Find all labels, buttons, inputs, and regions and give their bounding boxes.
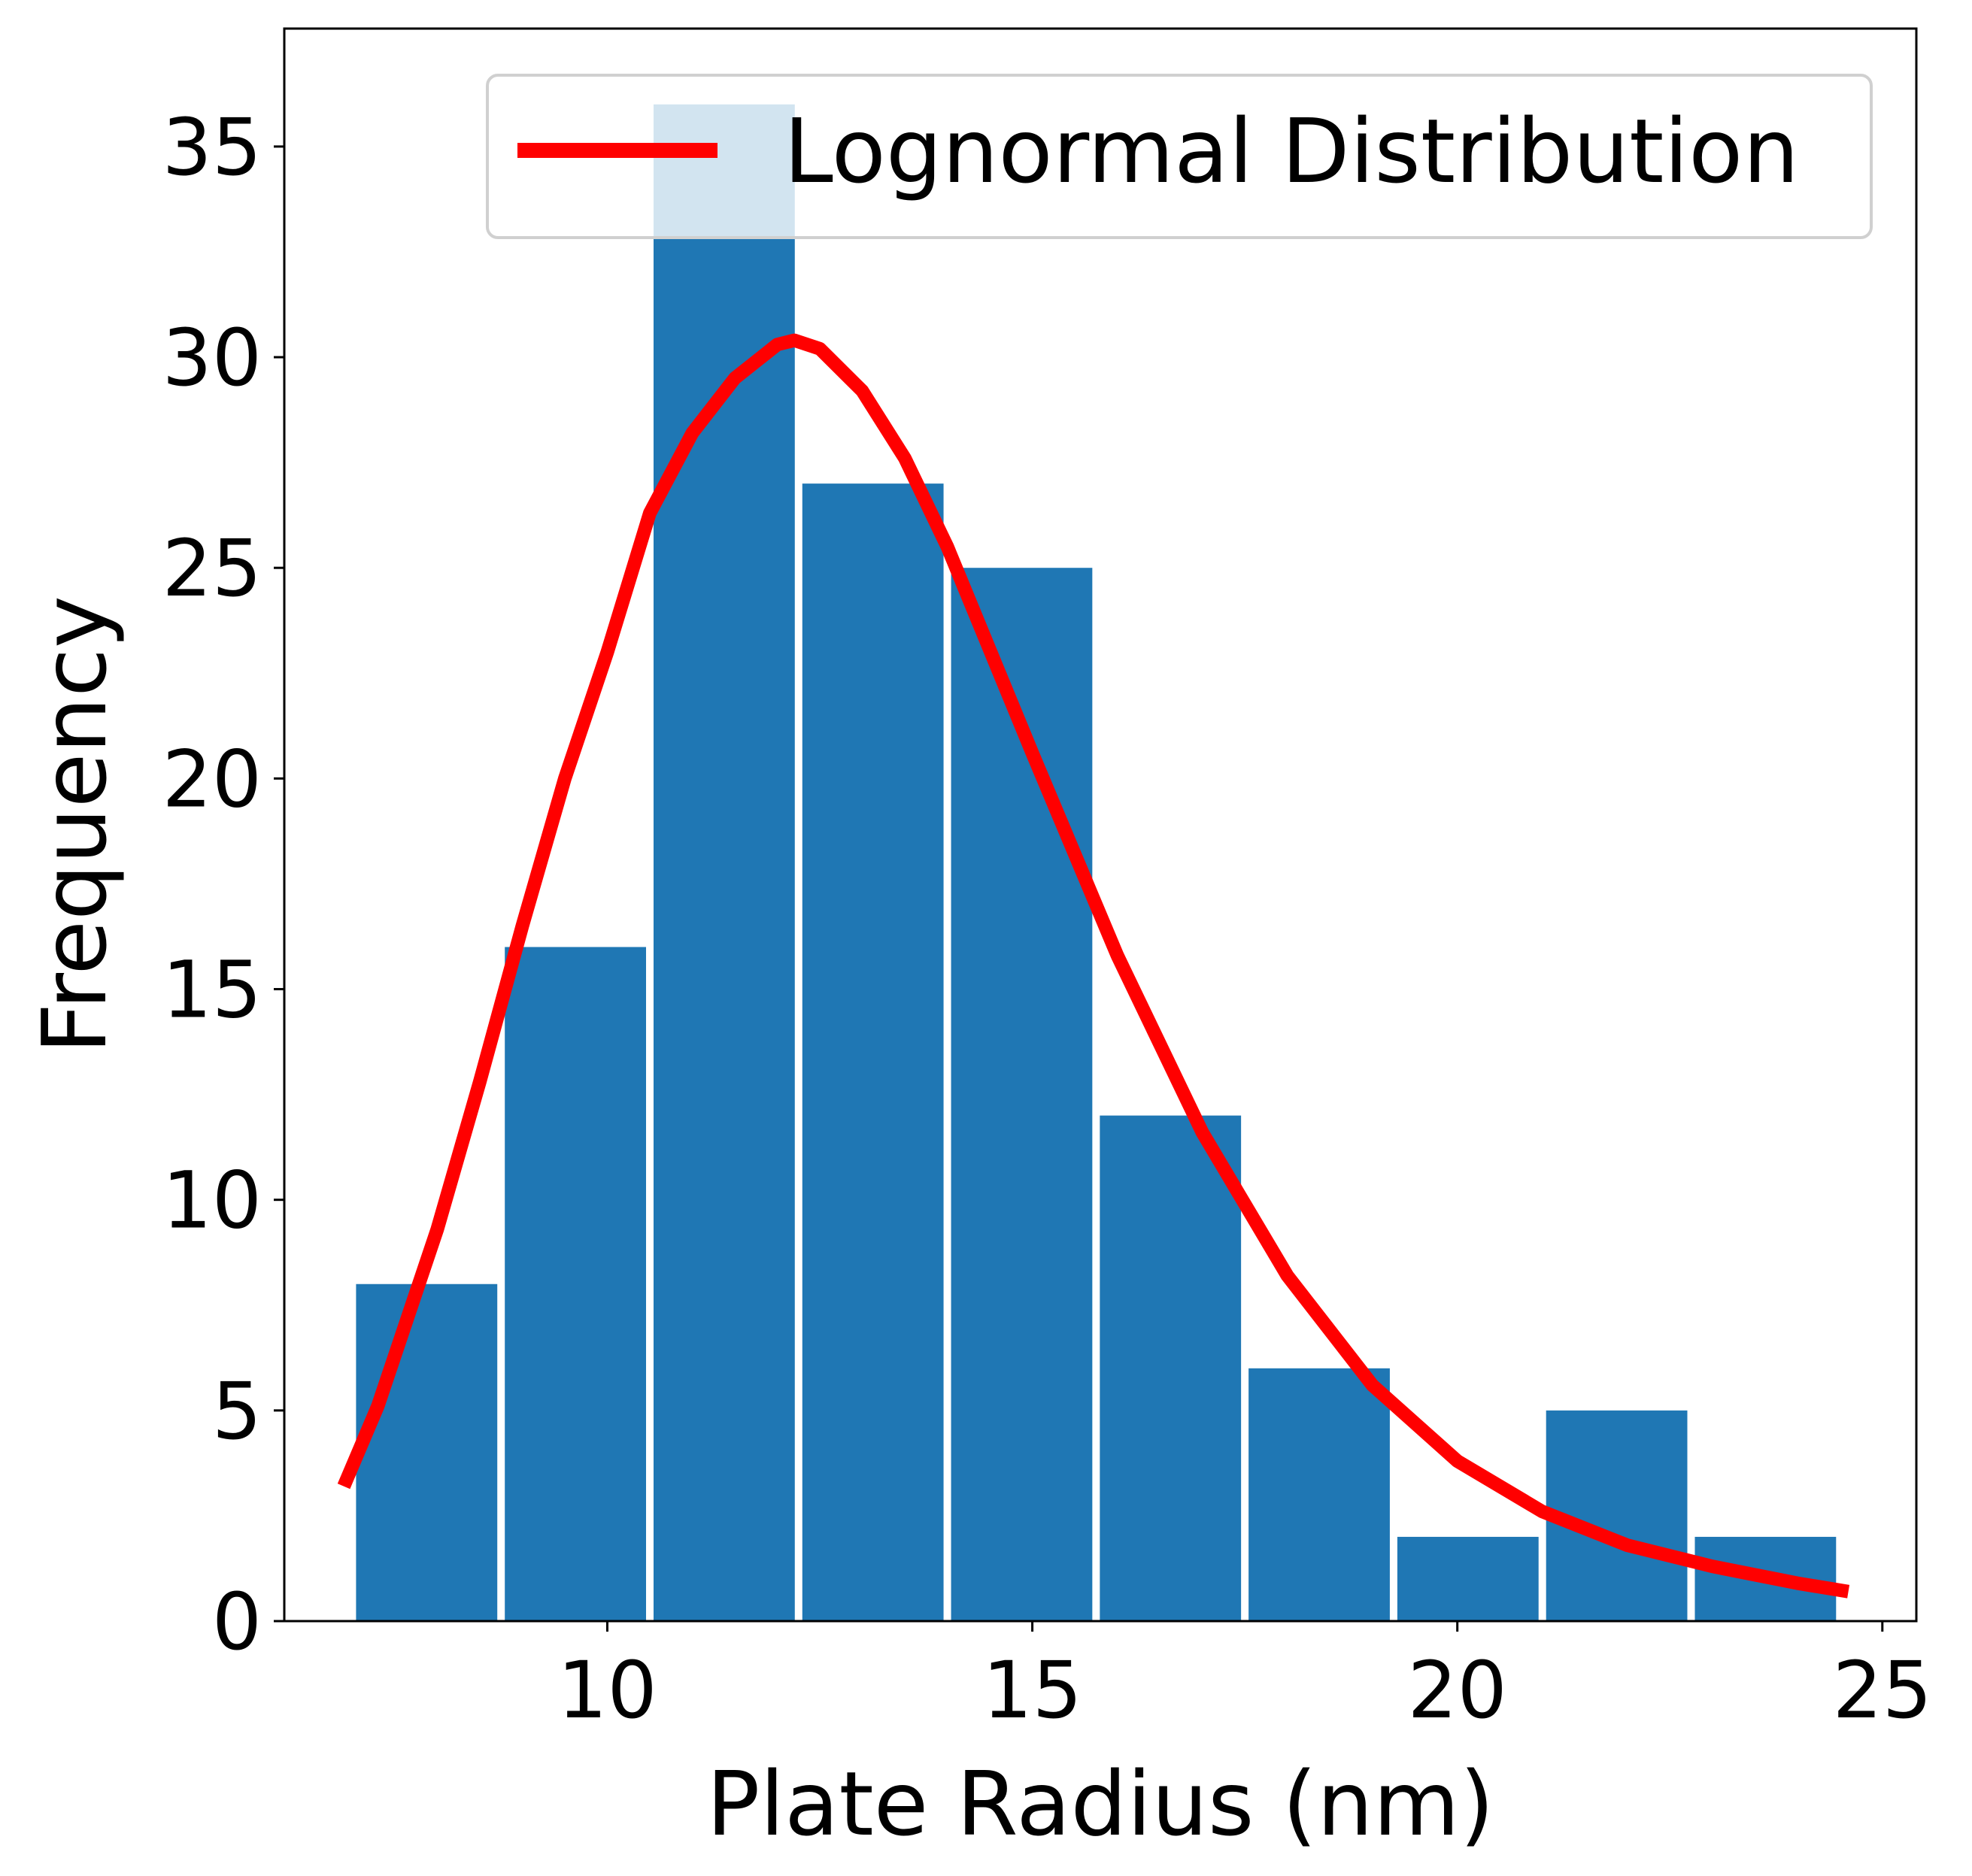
y-tick-label: 0 bbox=[212, 1576, 262, 1668]
y-tick-label: 10 bbox=[162, 1155, 262, 1247]
y-axis-label: Frequency bbox=[23, 596, 126, 1054]
bars-group bbox=[356, 104, 1837, 1622]
histogram-bar bbox=[1100, 1115, 1242, 1621]
y-tick-label: 5 bbox=[212, 1365, 262, 1457]
x-axis-label: Plate Radius (nm) bbox=[706, 1752, 1494, 1856]
legend: Lognormal Distribution bbox=[486, 74, 1873, 239]
x-tick-label: 25 bbox=[1833, 1644, 1932, 1736]
lognormal-curve bbox=[337, 333, 1850, 1599]
y-tick-label: 30 bbox=[162, 312, 262, 404]
histogram-bar bbox=[356, 1283, 498, 1621]
x-tick-label: 10 bbox=[557, 1644, 657, 1736]
x-tick-label: 15 bbox=[982, 1644, 1082, 1736]
histogram-bar bbox=[1397, 1536, 1539, 1621]
y-tick-label: 25 bbox=[162, 523, 262, 614]
y-tick-label: 35 bbox=[162, 102, 262, 193]
x-tick-label: 20 bbox=[1408, 1644, 1507, 1736]
y-tick-label: 20 bbox=[162, 733, 262, 825]
histogram-bar bbox=[802, 483, 944, 1622]
y-axis-ticks: 0 5 10 15 20 25 30 35 bbox=[162, 102, 284, 1668]
plot-frame bbox=[283, 27, 1918, 1623]
y-tick-label: 15 bbox=[162, 944, 262, 1036]
x-axis-ticks: 10 15 20 25 bbox=[557, 1621, 1932, 1736]
legend-box bbox=[486, 74, 1873, 239]
lognormal-line-group bbox=[337, 333, 1850, 1599]
histogram-bar bbox=[1248, 1368, 1390, 1621]
histogram-bar bbox=[653, 104, 795, 1621]
legend-label: Lognormal Distribution bbox=[784, 99, 1799, 203]
histogram-bar bbox=[505, 947, 646, 1621]
